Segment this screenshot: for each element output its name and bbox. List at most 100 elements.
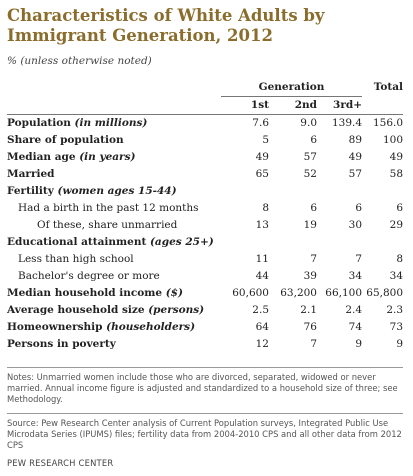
cell-v3: 6 <box>355 202 363 214</box>
row-label-main: Population <box>7 117 71 129</box>
row-label: Fertility (women ages 15-44) <box>7 183 221 200</box>
header-row-2: 1st 2nd 3rd+ <box>7 96 404 115</box>
cell-v1: 65 <box>255 168 269 180</box>
cell-v1 <box>221 234 269 251</box>
table-row: Had a birth in the past 12 months 8 6 6 6 <box>7 200 403 217</box>
table-row: Population (in millions) 7.6 9.0 139.4 156.0 <box>7 115 403 133</box>
cell-v3: 74 <box>348 321 363 333</box>
row-label: Share of population <box>7 132 221 149</box>
row-label-main: Homeownership <box>7 321 103 333</box>
row-label: Homeownership (householders) <box>7 319 221 336</box>
notes: Notes: Unmarried women include those who… <box>7 367 403 405</box>
cell-v3: 30 <box>348 219 363 231</box>
row-label-main: Median age <box>7 151 76 163</box>
row-label: Less than high school <box>7 251 221 268</box>
table-row: Educational attainment (ages 25+) <box>7 234 403 251</box>
cell-v3: 49 <box>348 151 363 163</box>
row-label-main: Median household income <box>7 287 163 299</box>
cell-v1: 44 <box>255 270 269 282</box>
cell-vt <box>362 234 403 251</box>
cell-v2: 57 <box>303 151 317 163</box>
row-label-qualifier: (women ages 15-44) <box>57 185 177 197</box>
cell-vt <box>362 183 403 200</box>
subtitle: % (unless otherwise noted) <box>7 55 152 67</box>
row-label-main: Average household size <box>7 304 145 316</box>
row-label-main: Fertility <box>7 185 54 197</box>
cell-v1: 5 <box>262 134 269 146</box>
cell-v1: 11 <box>255 253 269 265</box>
table-row: Median age (in years) 49 57 49 49 <box>7 149 403 166</box>
cell-vt: 34 <box>389 270 404 282</box>
cell-v2 <box>269 183 317 200</box>
header-generation: Generation <box>221 79 363 97</box>
row-label-main: Educational attainment <box>7 236 147 248</box>
cell-v2: 39 <box>303 270 317 282</box>
cell-v1: 49 <box>255 151 269 163</box>
cell-v2: 9.0 <box>300 117 317 129</box>
row-label: Had a birth in the past 12 months <box>7 200 221 217</box>
row-label: Bachelor's degree or more <box>7 268 221 285</box>
row-label-main: Had a birth in the past 12 months <box>18 202 199 214</box>
cell-v1: 2.5 <box>252 304 269 316</box>
cell-v3: 139.4 <box>331 117 363 129</box>
cell-v2: 63,200 <box>280 287 317 299</box>
row-label-main: Married <box>7 168 55 180</box>
table-body: Population (in millions) 7.6 9.0 139.4 156.0… <box>7 115 403 354</box>
source-note: Source: Pew Research Center analysis of … <box>7 413 403 451</box>
header-total: Total <box>373 81 404 94</box>
header-first: 1st <box>221 96 269 115</box>
cell-vt: 29 <box>389 219 404 231</box>
row-label: Married <box>7 166 221 183</box>
header-total-spacer <box>362 96 404 115</box>
cell-v3: 9 <box>355 338 363 350</box>
cell-vt: 73 <box>389 321 404 333</box>
row-label: Persons in poverty <box>7 336 221 353</box>
header-row-1: Generation Total <box>7 79 403 97</box>
row-label-qualifier: (ages 25+) <box>149 236 214 248</box>
cell-v3 <box>317 183 362 200</box>
row-label-qualifier: ($) <box>165 287 183 299</box>
cell-v2: 76 <box>303 321 317 333</box>
row-label-main: Share of population <box>7 134 124 146</box>
header-spacer-2 <box>7 96 221 115</box>
header-spacer <box>7 79 221 97</box>
table-row: Share of population 5 6 89 100 <box>7 132 403 149</box>
cell-v3: 2.4 <box>345 304 363 316</box>
cell-v1: 13 <box>255 219 269 231</box>
row-label: Median age (in years) <box>7 149 221 166</box>
row-label-main: Persons in poverty <box>7 338 116 350</box>
row-label-main: Less than high school <box>18 253 134 265</box>
table-row: Median household income ($) 60,600 63,200 6… <box>7 285 403 302</box>
cell-vt: 156.0 <box>372 117 404 129</box>
page-title: Characteristics of White Adults by Immig… <box>7 6 325 45</box>
table-row: Less than high school 11 7 7 8 <box>7 251 403 268</box>
cell-v3: 34 <box>348 270 363 282</box>
cell-v2 <box>269 234 317 251</box>
brand-label: PEW RESEARCH CENTER <box>7 458 114 468</box>
cell-vt: 2.3 <box>386 304 404 316</box>
cell-vt: 8 <box>396 253 404 265</box>
row-label-main: Bachelor's degree or more <box>18 270 160 282</box>
cell-v3: 7 <box>355 253 363 265</box>
row-label: Population (in millions) <box>7 115 221 133</box>
table-row: Married 65 52 57 58 <box>7 166 403 183</box>
row-label: Median household income ($) <box>7 285 221 302</box>
row-label-main: Of these, share unmarried <box>37 219 178 231</box>
cell-vt: 6 <box>396 202 404 214</box>
cell-v2: 6 <box>310 134 317 146</box>
row-label-qualifier: (in years) <box>79 151 136 163</box>
cell-v3: 66,100 <box>325 287 363 299</box>
cell-v3: 57 <box>348 168 363 180</box>
row-label-qualifier: (in millions) <box>74 117 148 129</box>
table-row: Fertility (women ages 15-44) <box>7 183 403 200</box>
cell-v2: 7 <box>310 253 317 265</box>
header-third: 3rd+ <box>317 96 363 115</box>
table-row: Bachelor's degree or more 44 39 34 34 <box>7 268 403 285</box>
cell-vt: 65,800 <box>366 287 404 299</box>
table-row: Of these, share unmarried 13 19 30 29 <box>7 217 403 234</box>
cell-vt: 100 <box>382 134 404 146</box>
cell-v1: 8 <box>262 202 269 214</box>
cell-v2: 6 <box>310 202 317 214</box>
cell-v2: 52 <box>303 168 317 180</box>
header-second: 2nd <box>269 96 317 115</box>
